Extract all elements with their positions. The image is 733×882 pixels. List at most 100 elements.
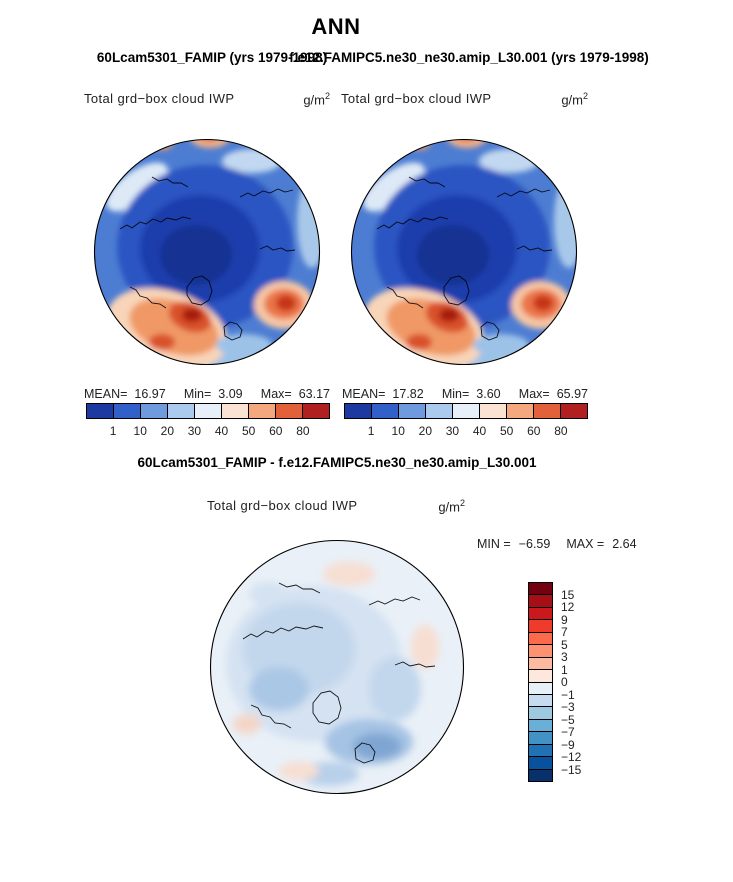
colorbar-cell [87,404,113,418]
colorbar-tick-label: 7 [561,625,568,639]
min-label: Min= [183,387,212,401]
diff-colorbar: 15 12 9 7 5 3 1 0 −1 −3 −5 −7 −9 −12 −15 [528,582,581,782]
colorbar-cell [248,404,275,418]
colorbar-tick-label: −5 [561,712,575,727]
colorbar-cell [529,706,552,719]
right-polar-map [350,138,578,366]
diff-section-title: 60Lcam5301_FAMIP - f.e12.FAMIPC5.ne30_ne… [137,455,537,470]
colorbar-cell [529,768,552,781]
colorbar-cell [560,404,587,418]
colorbar-cells [86,403,330,419]
mean-label: MEAN= [84,387,128,401]
colorbar-tick-label: 10 [391,424,405,438]
left-map-units: g/m2 [303,91,330,108]
colorbar-cell [529,631,552,645]
max-label: Max= [518,387,550,401]
colorbar-cell [529,606,552,620]
max-label: Max= [260,387,292,401]
left-polar-map [93,138,321,366]
colorbar-tick-label: 1 [561,662,568,677]
diff-map-units: g/m2 [438,498,465,515]
colorbar-tick-label: 0 [561,675,568,689]
colorbar-tick-label: 80 [296,424,310,438]
colorbar-cell [529,669,552,682]
colorbar-cell [452,404,479,418]
right-map-units: g/m2 [561,91,588,108]
colorbar-tick-label: 10 [133,424,147,438]
colorbar-tick-label: 15 [561,587,575,602]
colorbar-cell [529,656,552,670]
colorbar-tick-label: 40 [472,424,487,438]
colorbar-cell [167,404,194,418]
colorbar-cell [529,731,552,744]
colorbar-cell [529,619,552,632]
diff-polar-map [209,539,465,795]
colorbar-cell [479,404,506,418]
colorbar-cell [302,404,329,418]
case-name-right: f.e12.FAMIPC5.ne30_ne30.amip_L30.001 (yr… [289,50,649,65]
colorbar-tick-label: −9 [561,737,575,752]
min-value: −6.59 [518,537,551,551]
colorbar-tick-label: −1 [561,687,575,702]
colorbar-cell [529,583,552,595]
left-panel-titlerow: Total grd−box cloud IWP g/m2 [84,91,330,107]
min-value: 3.09 [218,387,243,401]
colorbar-cell [529,743,552,757]
colorbar-cell [113,404,140,418]
colorbar-cells [528,582,553,782]
colorbar-tick-label: 9 [561,612,568,627]
right-stats-row: MEAN= 17.82 Min= 3.60 Max= 65.97 [342,387,588,401]
colorbar-tick-label: 5 [561,637,568,652]
colorbar-cell [275,404,302,418]
right-panel-titlerow: Total grd−box cloud IWP g/m2 [341,91,588,107]
min-label: MIN = [477,537,511,551]
max-label: MAX = [566,537,605,551]
left-colorbar: 1 10 20 30 40 50 60 80 [86,403,330,438]
colorbar-tick-label: 60 [527,424,541,438]
min-label: Min= [441,387,470,401]
right-colorbar: 1 10 20 30 40 50 60 80 [344,403,588,438]
colorbar-tick-label: 60 [269,424,283,438]
colorbar-tick-label: 30 [187,424,202,438]
max-value: 63.17 [298,387,330,401]
case-name-left: 60Lcam5301_FAMIP (yrs 1979-1998) [96,50,328,65]
colorbar-cell [529,594,552,607]
colorbar-cell [529,681,552,694]
left-map-title: Total grd−box cloud IWP [84,91,235,106]
page-title: ANN [311,14,361,39]
colorbar-tick-label: 30 [445,424,460,438]
colorbar-tick-label: −15 [561,762,582,777]
mean-value: 16.97 [134,387,166,401]
diff-minmax-row: MIN = −6.59 MAX = 2.64 [477,537,637,551]
max-value: 65.97 [556,387,588,401]
colorbar-tick-label: 50 [499,424,514,438]
colorbar-cell [529,756,552,769]
colorbar-tick-label: −7 [561,725,575,739]
colorbar-tick-label: 1 [109,424,117,438]
diff-panel-titlerow: Total grd−box cloud IWP g/m2 [207,498,465,514]
max-value: 2.64 [612,537,637,551]
diff-map-title: Total grd−box cloud IWP [207,498,358,513]
min-value: 3.60 [476,387,501,401]
colorbar-tick-label: −12 [561,750,582,764]
colorbar-tick-label: 20 [418,424,433,438]
colorbar-cell [529,693,552,707]
mean-value: 17.82 [392,387,424,401]
colorbar-tick-label: −3 [561,700,575,714]
colorbar-tick-label: 1 [367,424,375,438]
colorbar-tick-label: 3 [561,650,568,664]
colorbar-cell [529,644,552,657]
colorbar-cell [529,718,552,732]
colorbar-cell [345,404,371,418]
colorbar-cell [371,404,398,418]
colorbar-cell [533,404,560,418]
mean-label: MEAN= [342,387,386,401]
right-map-title: Total grd−box cloud IWP [341,91,492,106]
left-stats-row: MEAN= 16.97 Min= 3.09 Max= 63.17 [84,387,330,401]
colorbar-tick-label: 20 [160,424,175,438]
colorbar-cell [221,404,248,418]
colorbar-cell [194,404,221,418]
colorbar-tick-label: 12 [561,600,575,614]
colorbar-cell [140,404,167,418]
